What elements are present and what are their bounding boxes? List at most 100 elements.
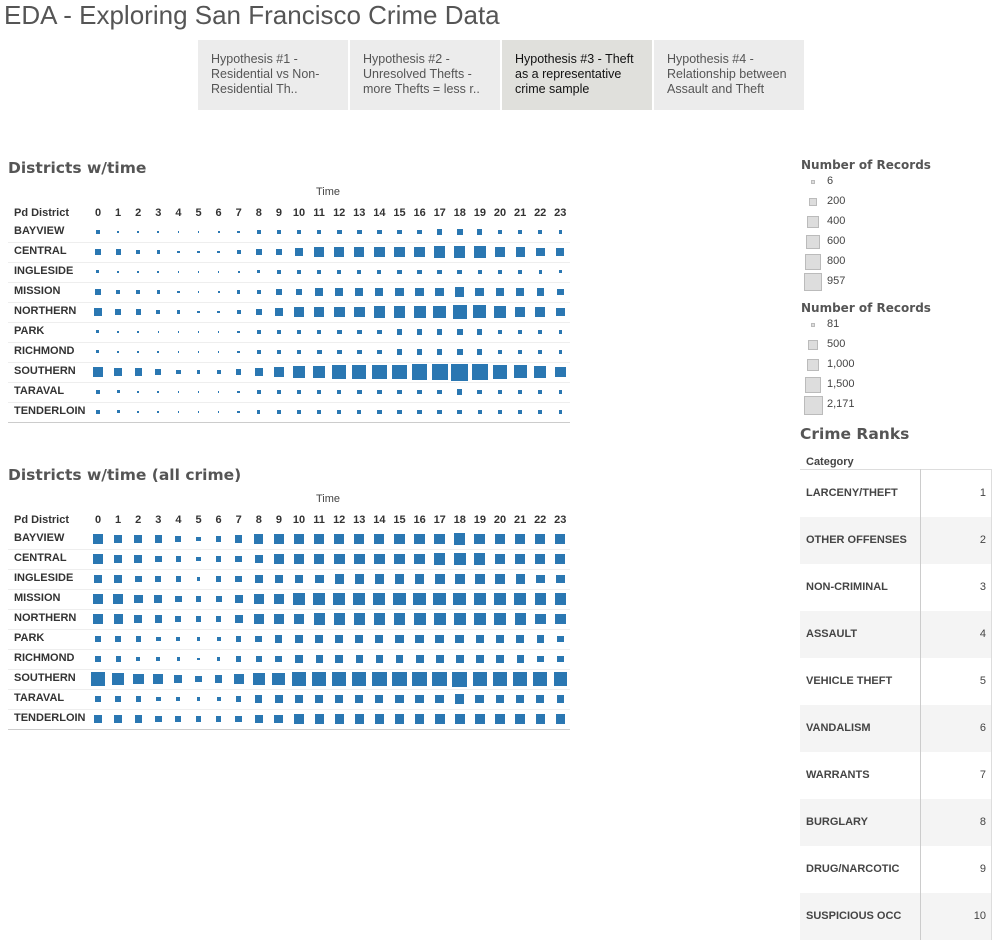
mark-park-4[interactable] (177, 331, 180, 333)
mark-tenderloin-0[interactable] (96, 410, 100, 414)
mark-northern-22[interactable] (535, 307, 545, 317)
mark-richmond-13[interactable] (355, 655, 364, 663)
mark-taraval-9[interactable] (275, 695, 283, 703)
mark-park-6[interactable] (216, 637, 221, 641)
mark-central-12[interactable] (333, 553, 345, 565)
mark-park-13[interactable] (356, 329, 362, 335)
mark-mission-0[interactable] (95, 289, 101, 295)
mark-mission-0[interactable] (92, 593, 104, 605)
mark-mission-11[interactable] (315, 288, 323, 296)
mark-richmond-4[interactable] (176, 657, 180, 661)
mark-richmond-9[interactable] (276, 349, 282, 355)
mark-tenderloin-17[interactable] (437, 409, 442, 415)
mark-richmond-10[interactable] (295, 655, 303, 663)
mark-park-3[interactable] (156, 636, 161, 642)
mark-park-15[interactable] (395, 634, 404, 644)
mark-mission-2[interactable] (133, 594, 143, 604)
mark-richmond-7[interactable] (237, 350, 240, 354)
mark-northern-11[interactable] (313, 306, 325, 318)
mark-central-10[interactable] (293, 553, 305, 565)
mark-bayview-13[interactable] (354, 533, 365, 545)
mark-northern-0[interactable] (92, 613, 104, 625)
mark-taraval-4[interactable] (176, 697, 181, 701)
mark-bayview-11[interactable] (314, 534, 325, 544)
mark-richmond-5[interactable] (197, 657, 200, 661)
mark-southern-14[interactable] (372, 671, 387, 687)
mark-southern-7[interactable] (235, 369, 242, 375)
mark-bayview-6[interactable] (217, 231, 220, 233)
mark-mission-7[interactable] (237, 290, 241, 294)
mark-richmond-11[interactable] (316, 349, 322, 355)
mark-mission-19[interactable] (473, 592, 487, 606)
mark-southern-0[interactable] (93, 367, 103, 377)
mark-southern-21[interactable] (513, 365, 527, 379)
mark-mission-22[interactable] (534, 593, 546, 605)
mark-mission-21[interactable] (514, 593, 526, 605)
mark-tenderloin-3[interactable] (157, 411, 160, 413)
mark-northern-21[interactable] (514, 306, 526, 318)
mark-ingleside-9[interactable] (274, 574, 284, 584)
mark-central-23[interactable] (555, 554, 566, 564)
mark-bayview-21[interactable] (515, 533, 526, 545)
mark-tenderloin-1[interactable] (116, 410, 120, 414)
mark-ingleside-3[interactable] (155, 575, 162, 582)
mark-northern-16[interactable] (413, 613, 426, 625)
mark-tenderloin-10[interactable] (297, 410, 301, 414)
mark-bayview-0[interactable] (96, 230, 100, 234)
mark-central-6[interactable] (217, 250, 220, 254)
mark-central-2[interactable] (134, 555, 142, 563)
mark-richmond-11[interactable] (315, 655, 323, 663)
mark-southern-3[interactable] (153, 674, 164, 684)
mark-central-14[interactable] (374, 246, 385, 258)
mark-richmond-9[interactable] (275, 655, 283, 663)
mark-ingleside-8[interactable] (257, 270, 261, 274)
mark-park-11[interactable] (315, 635, 324, 643)
mark-taraval-6[interactable] (217, 391, 220, 393)
mark-bayview-9[interactable] (274, 534, 284, 544)
mark-tenderloin-1[interactable] (114, 715, 123, 723)
mark-central-19[interactable] (474, 553, 486, 565)
mark-central-1[interactable] (113, 554, 123, 564)
mark-tenderloin-11[interactable] (317, 409, 322, 415)
mark-tenderloin-15[interactable] (394, 714, 405, 724)
mark-tenderloin-21[interactable] (518, 409, 523, 415)
mark-bayview-19[interactable] (477, 229, 483, 235)
mark-tenderloin-14[interactable] (374, 714, 385, 724)
mark-southern-3[interactable] (155, 368, 162, 375)
mark-richmond-3[interactable] (157, 351, 160, 353)
mark-ingleside-21[interactable] (518, 270, 522, 274)
mark-park-13[interactable] (355, 635, 364, 643)
mark-taraval-10[interactable] (296, 389, 302, 395)
mark-northern-18[interactable] (453, 612, 467, 626)
mark-bayview-11[interactable] (316, 229, 322, 235)
mark-mission-1[interactable] (115, 289, 121, 295)
mark-mission-19[interactable] (475, 287, 485, 297)
mark-ingleside-23[interactable] (556, 574, 565, 584)
mark-central-5[interactable] (197, 250, 200, 254)
mark-tenderloin-13[interactable] (354, 714, 364, 724)
mark-southern-5[interactable] (195, 675, 202, 683)
mark-park-16[interactable] (415, 634, 424, 644)
mark-bayview-2[interactable] (137, 230, 140, 234)
mark-park-1[interactable] (116, 330, 120, 334)
mark-richmond-18[interactable] (455, 654, 464, 664)
mark-northern-23[interactable] (554, 613, 566, 625)
mark-ingleside-9[interactable] (277, 270, 281, 274)
mark-bayview-0[interactable] (93, 534, 103, 544)
mark-tenderloin-6[interactable] (217, 411, 220, 413)
mark-northern-19[interactable] (473, 305, 487, 319)
mark-park-0[interactable] (96, 330, 100, 334)
mark-central-10[interactable] (294, 247, 304, 257)
mark-tenderloin-10[interactable] (294, 714, 304, 724)
mark-northern-10[interactable] (294, 307, 304, 317)
mark-central-5[interactable] (196, 556, 201, 562)
mark-bayview-15[interactable] (394, 533, 405, 545)
mark-taraval-14[interactable] (377, 389, 382, 395)
mark-richmond-7[interactable] (236, 656, 242, 662)
mark-tenderloin-19[interactable] (477, 409, 483, 415)
mark-northern-2[interactable] (134, 614, 143, 624)
mark-richmond-22[interactable] (536, 655, 544, 663)
mark-richmond-20[interactable] (497, 349, 503, 355)
mark-ingleside-14[interactable] (377, 270, 382, 274)
mark-tenderloin-4[interactable] (177, 411, 180, 413)
